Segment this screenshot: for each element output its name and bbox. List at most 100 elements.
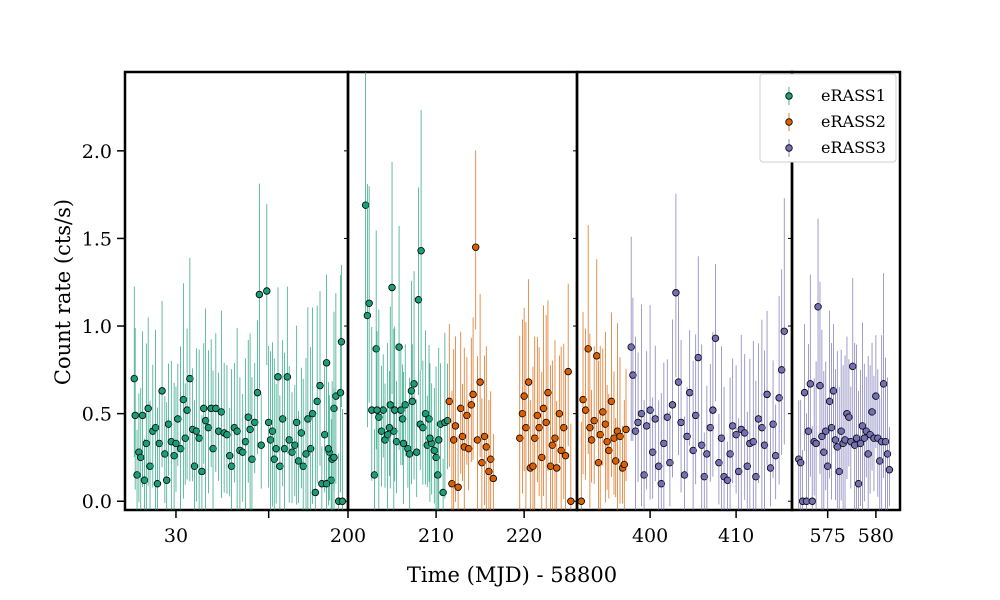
data-point	[677, 418, 685, 427]
data-point	[302, 450, 310, 458]
data-point	[223, 430, 231, 439]
series-erass2	[445, 150, 575, 510]
data-point	[711, 334, 720, 343]
data-point	[698, 441, 706, 449]
data-point	[620, 460, 628, 469]
y-tick-label: 0.5	[82, 404, 112, 426]
series-erass3	[795, 218, 894, 510]
data-point	[183, 406, 191, 414]
data-point	[524, 378, 533, 386]
data-point	[482, 443, 490, 451]
data-point	[531, 434, 539, 442]
data-point	[607, 397, 616, 406]
data-point	[142, 439, 151, 448]
data-point	[660, 439, 668, 448]
data-point	[642, 422, 651, 430]
data-point	[266, 436, 275, 444]
data-point	[140, 476, 149, 484]
data-point	[241, 437, 250, 446]
data-point	[330, 453, 338, 462]
data-point	[306, 444, 315, 453]
data-point	[741, 429, 749, 437]
data-point	[435, 436, 443, 444]
data-point	[680, 471, 689, 479]
data-point	[457, 404, 465, 413]
data-point	[388, 283, 396, 292]
legend-marker	[785, 92, 793, 100]
data-point	[808, 497, 816, 505]
data-point	[320, 430, 329, 439]
data-point	[743, 462, 751, 470]
data-point	[769, 420, 777, 428]
data-point	[176, 444, 185, 453]
legend-label-erass3: eRASS3	[821, 138, 886, 157]
panel-frame	[790, 70, 902, 512]
data-point	[313, 397, 321, 406]
legend-label-erass2: eRASS2	[821, 112, 886, 131]
data-point	[603, 437, 611, 446]
data-point	[749, 437, 757, 446]
data-point	[192, 427, 201, 435]
data-point	[226, 451, 234, 460]
data-point	[448, 480, 456, 488]
data-point	[338, 497, 347, 505]
data-point	[399, 439, 408, 448]
data-point	[253, 388, 262, 397]
data-point	[405, 450, 414, 458]
data-point	[164, 420, 173, 428]
data-point	[311, 488, 320, 497]
y-tick-label: 1.5	[82, 228, 112, 250]
x-tick-label: 580	[858, 525, 894, 547]
data-point	[280, 444, 289, 453]
data-point	[144, 404, 152, 413]
x-tick-label: 410	[718, 525, 754, 547]
data-point	[777, 366, 786, 374]
data-point	[244, 413, 252, 421]
data-point	[294, 457, 303, 465]
data-point	[130, 374, 138, 383]
x-tick-label: 200	[330, 525, 366, 547]
data-point	[706, 423, 714, 432]
data-point	[594, 458, 603, 467]
data-point	[425, 415, 433, 423]
data-point	[629, 371, 637, 379]
data-point	[379, 406, 387, 414]
data-point	[270, 455, 278, 463]
y-tick-label: 2.0	[82, 141, 112, 163]
data-point	[407, 387, 416, 395]
data-point	[561, 451, 570, 460]
data-point	[694, 353, 702, 362]
data-point	[473, 436, 482, 444]
data-point	[689, 446, 697, 455]
data-point	[584, 345, 592, 353]
data-point	[467, 401, 476, 409]
data-point	[285, 436, 293, 444]
data-point	[458, 432, 467, 441]
data-point	[489, 474, 498, 483]
x-tick-label: 210	[418, 525, 454, 547]
x-tick-label: 575	[810, 525, 846, 547]
data-point	[190, 462, 199, 470]
legend-label-erass1: eRASS1	[821, 86, 886, 105]
data-point	[560, 423, 568, 432]
data-point	[548, 441, 557, 449]
data-point	[288, 448, 296, 456]
data-point	[800, 388, 809, 397]
data-point	[637, 409, 646, 418]
data-point	[322, 480, 331, 488]
series-erass1	[322, 264, 347, 510]
data-point	[529, 462, 537, 470]
data-point	[812, 439, 820, 448]
data-point	[209, 444, 217, 453]
data-point	[153, 480, 162, 488]
data-point	[557, 446, 565, 455]
data-point	[246, 425, 254, 434]
data-point	[567, 497, 575, 505]
data-point	[717, 434, 726, 442]
data-point	[304, 415, 312, 423]
data-point	[627, 343, 635, 351]
series-erass1	[373, 110, 443, 510]
data-point	[292, 418, 301, 427]
data-point	[766, 464, 775, 472]
data-point	[274, 373, 282, 381]
